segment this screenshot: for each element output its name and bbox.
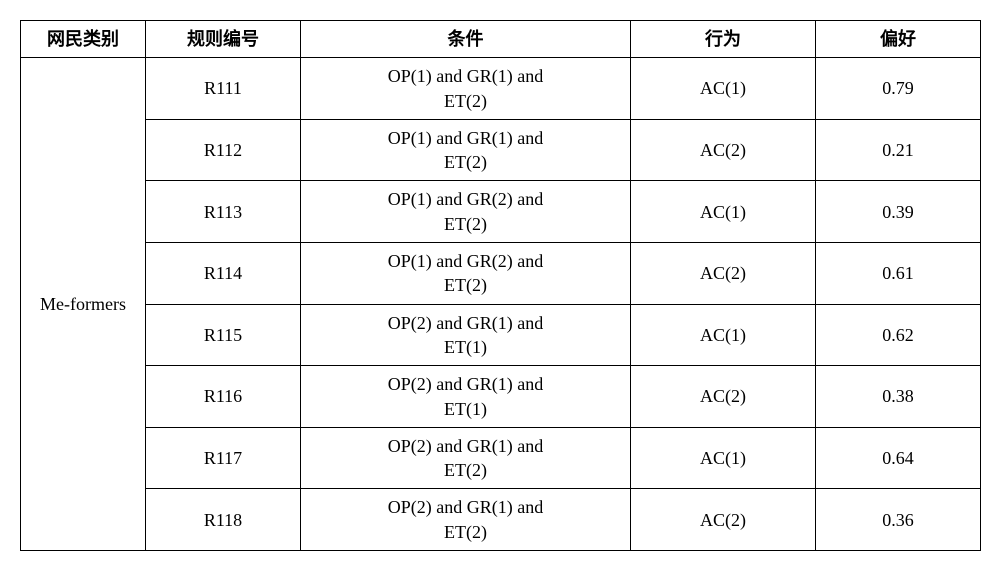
action-cell: AC(2) [631, 366, 816, 428]
cond-cell: OP(1) and GR(2) and ET(2) [301, 243, 631, 305]
category-cell: Me-formers [21, 58, 146, 551]
cond-cell: OP(2) and GR(1) and ET(2) [301, 489, 631, 551]
col-header-pref: 偏好 [816, 21, 981, 58]
table-row: R113 OP(1) and GR(2) and ET(2) AC(1) 0.3… [21, 181, 981, 243]
cond-line2: ET(2) [444, 522, 487, 542]
rule-cell: R112 [146, 119, 301, 181]
cond-line1: OP(2) and GR(1) and [388, 313, 543, 333]
cond-line2: ET(2) [444, 214, 487, 234]
cond-line2: ET(2) [444, 152, 487, 172]
rule-cell: R118 [146, 489, 301, 551]
cond-cell: OP(1) and GR(1) and ET(2) [301, 58, 631, 120]
table-row: R114 OP(1) and GR(2) and ET(2) AC(2) 0.6… [21, 243, 981, 305]
pref-cell: 0.21 [816, 119, 981, 181]
cond-line1: OP(1) and GR(1) and [388, 128, 543, 148]
cond-line2: ET(2) [444, 460, 487, 480]
rule-cell: R115 [146, 304, 301, 366]
action-cell: AC(1) [631, 181, 816, 243]
cond-line1: OP(1) and GR(1) and [388, 66, 543, 86]
cond-line1: OP(2) and GR(1) and [388, 374, 543, 394]
col-header-rule: 规则编号 [146, 21, 301, 58]
cond-line2: ET(2) [444, 275, 487, 295]
pref-cell: 0.79 [816, 58, 981, 120]
cond-line1: OP(2) and GR(1) and [388, 497, 543, 517]
table-row: R118 OP(2) and GR(1) and ET(2) AC(2) 0.3… [21, 489, 981, 551]
action-cell: AC(1) [631, 304, 816, 366]
action-cell: AC(2) [631, 243, 816, 305]
cond-line1: OP(2) and GR(1) and [388, 436, 543, 456]
col-header-cond: 条件 [301, 21, 631, 58]
action-cell: AC(1) [631, 427, 816, 489]
pref-cell: 0.39 [816, 181, 981, 243]
table-row: R115 OP(2) and GR(1) and ET(1) AC(1) 0.6… [21, 304, 981, 366]
rule-cell: R117 [146, 427, 301, 489]
pref-cell: 0.64 [816, 427, 981, 489]
table-header-row: 网民类别 规则编号 条件 行为 偏好 [21, 21, 981, 58]
cond-cell: OP(2) and GR(1) and ET(1) [301, 304, 631, 366]
cond-cell: OP(1) and GR(1) and ET(2) [301, 119, 631, 181]
cond-line1: OP(1) and GR(2) and [388, 189, 543, 209]
rule-cell: R113 [146, 181, 301, 243]
rule-cell: R111 [146, 58, 301, 120]
pref-cell: 0.36 [816, 489, 981, 551]
rule-cell: R116 [146, 366, 301, 428]
table-row: R112 OP(1) and GR(1) and ET(2) AC(2) 0.2… [21, 119, 981, 181]
col-header-category: 网民类别 [21, 21, 146, 58]
table-body: Me-formers R111 OP(1) and GR(1) and ET(2… [21, 58, 981, 551]
pref-cell: 0.38 [816, 366, 981, 428]
pref-cell: 0.61 [816, 243, 981, 305]
action-cell: AC(1) [631, 58, 816, 120]
table-row: R117 OP(2) and GR(1) and ET(2) AC(1) 0.6… [21, 427, 981, 489]
cond-line1: OP(1) and GR(2) and [388, 251, 543, 271]
action-cell: AC(2) [631, 489, 816, 551]
col-header-action: 行为 [631, 21, 816, 58]
pref-cell: 0.62 [816, 304, 981, 366]
rules-table: 网民类别 规则编号 条件 行为 偏好 Me-formers R111 OP(1)… [20, 20, 981, 551]
table-row: R116 OP(2) and GR(1) and ET(1) AC(2) 0.3… [21, 366, 981, 428]
cond-cell: OP(2) and GR(1) and ET(2) [301, 427, 631, 489]
cond-cell: OP(2) and GR(1) and ET(1) [301, 366, 631, 428]
cond-line2: ET(2) [444, 91, 487, 111]
action-cell: AC(2) [631, 119, 816, 181]
cond-cell: OP(1) and GR(2) and ET(2) [301, 181, 631, 243]
cond-line2: ET(1) [444, 337, 487, 357]
cond-line2: ET(1) [444, 399, 487, 419]
rule-cell: R114 [146, 243, 301, 305]
table-row: Me-formers R111 OP(1) and GR(1) and ET(2… [21, 58, 981, 120]
